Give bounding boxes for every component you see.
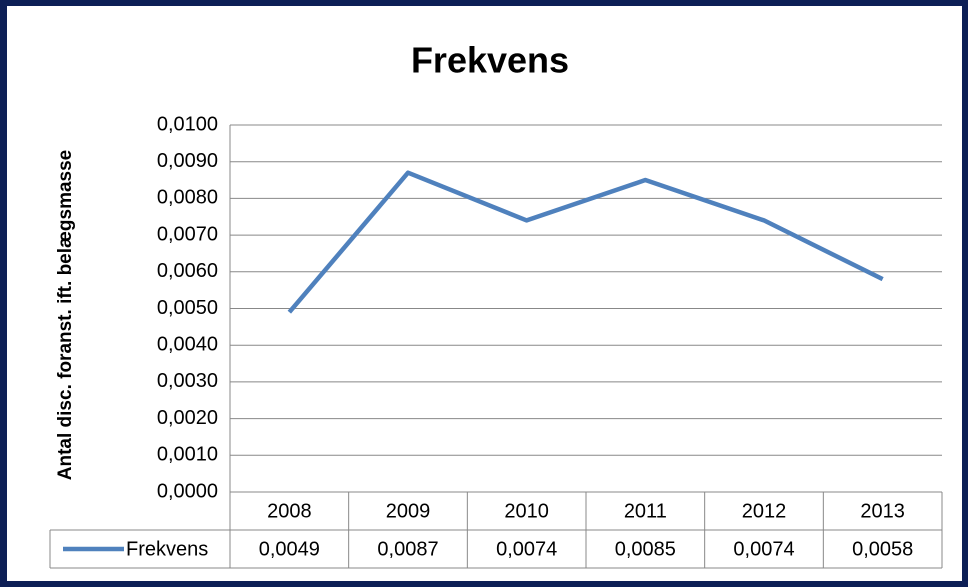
- background: [7, 6, 962, 581]
- table-value: 0,0058: [852, 538, 913, 560]
- legend-label: Frekvens: [126, 538, 208, 560]
- table-value: 0,0087: [377, 538, 438, 560]
- series-line: [287, 170, 884, 314]
- y-tick-label: 0,0020: [157, 407, 218, 429]
- table-value: 0,0074: [496, 538, 557, 560]
- x-tick-label: 2009: [386, 500, 431, 522]
- x-tick-label: 2008: [267, 500, 312, 522]
- y-tick-label: 0,0050: [157, 297, 218, 319]
- y-tick-label: 0,0000: [157, 480, 218, 502]
- x-tick-label: 2010: [504, 500, 549, 522]
- y-tick-label: 0,0060: [157, 260, 218, 282]
- chart-title: Frekvens: [411, 40, 569, 81]
- x-tick-label: 2013: [860, 500, 905, 522]
- y-tick-label: 0,0010: [157, 444, 218, 466]
- x-tick-label: 2012: [742, 500, 787, 522]
- y-tick-label: 0,0090: [157, 150, 218, 172]
- table-value: 0,0074: [733, 538, 794, 560]
- table-value: 0,0049: [259, 538, 320, 560]
- y-tick-label: 0,0040: [157, 333, 218, 355]
- y-tick-label: 0,0100: [157, 113, 218, 135]
- table-value: 0,0085: [615, 538, 676, 560]
- y-tick-label: 0,0070: [157, 223, 218, 245]
- y-tick-label: 0,0080: [157, 187, 218, 209]
- y-axis-label: Antal disc. foranst. ift. belægsmasse: [55, 150, 76, 480]
- x-tick-label: 2011: [624, 500, 667, 522]
- y-tick-label: 0,0030: [157, 370, 218, 392]
